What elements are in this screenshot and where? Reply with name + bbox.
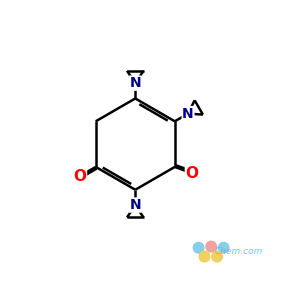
Circle shape [199, 251, 210, 262]
Circle shape [206, 241, 217, 252]
Circle shape [218, 242, 229, 253]
Text: O: O [74, 169, 86, 184]
Text: N: N [182, 106, 194, 121]
Circle shape [193, 242, 204, 253]
Text: Chem.com: Chem.com [214, 247, 262, 256]
Text: O: O [185, 166, 199, 181]
Text: N: N [130, 198, 141, 212]
Circle shape [212, 251, 222, 262]
Text: N: N [130, 76, 141, 90]
